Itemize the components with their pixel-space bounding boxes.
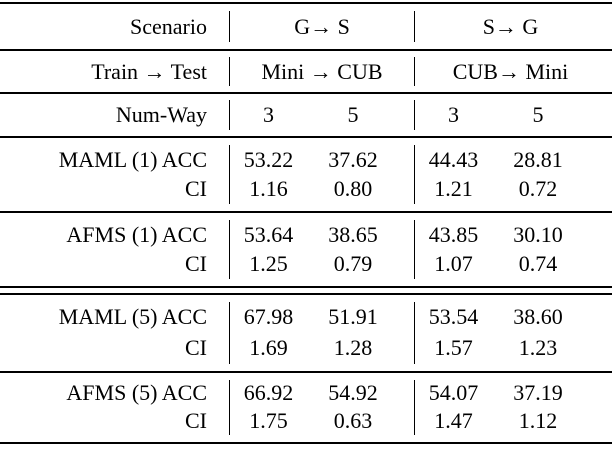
acc-value: 38.65 — [328, 221, 378, 247]
acc-value: 28.81 — [513, 146, 563, 172]
mid-rule — [0, 92, 612, 94]
num-way-value: 5 — [347, 102, 359, 127]
ci-value: 1.75 — [229, 407, 307, 435]
result-block-maml-1: MAML (1) ACC 53.22 37.62 44.43 28.81 CI … — [0, 138, 612, 211]
acc-value: 38.60 — [513, 304, 563, 329]
acc-value: 53.22 — [229, 145, 307, 175]
acc-value: 54.92 — [328, 380, 378, 406]
mid-rule — [0, 136, 612, 138]
row-label-ci: CI — [185, 335, 207, 360]
acc-value: 44.43 — [414, 145, 492, 175]
num-way-value: 5 — [532, 102, 544, 127]
row-label-ci: CI — [185, 407, 207, 433]
row-label-acc: AFMS (5) ACC — [66, 380, 207, 406]
result-block-maml-5: MAML (5) ACC 67.98 51.91 53.54 38.60 CI … — [0, 295, 612, 371]
train-test-row: Train → Test Mini → CUB CUB→ Mini — [0, 51, 612, 92]
row-label-acc: AFMS (1) ACC — [66, 221, 207, 247]
acc-value: 53.54 — [414, 301, 492, 333]
row-label-acc: MAML (5) ACC — [58, 304, 207, 329]
ci-value: 1.12 — [518, 407, 558, 433]
mid-rule — [0, 49, 612, 51]
acc-value: 37.62 — [328, 146, 378, 172]
ci-value: 1.57 — [414, 332, 492, 364]
row-label-ci: CI — [185, 176, 207, 202]
num-way-value: 3 — [414, 100, 492, 130]
ci-value: 0.63 — [333, 407, 373, 433]
scenario-group-g-to-s: G→ S — [229, 11, 414, 42]
num-way-row: Num-Way 3 5 3 5 — [0, 94, 612, 136]
result-block-afms-1: AFMS (1) ACC 53.64 38.65 43.85 30.10 CI … — [0, 213, 612, 286]
acc-value: 30.10 — [513, 221, 563, 247]
top-rule — [0, 2, 612, 4]
ci-value: 0.79 — [333, 251, 373, 277]
train-test-row-label: Train → Test — [91, 58, 207, 84]
result-block-afms-5: AFMS (5) ACC 66.92 54.92 54.07 37.19 CI … — [0, 373, 612, 442]
ci-value: 0.74 — [518, 251, 558, 277]
num-way-row-label: Num-Way — [115, 102, 207, 127]
row-label-ci: CI — [185, 251, 207, 277]
mid-rule — [0, 370, 612, 373]
scenario-row-label: Scenario — [130, 13, 207, 39]
scenario-group-s-to-g: S→ G — [414, 11, 612, 42]
acc-value: 66.92 — [229, 379, 307, 407]
row-label-acc: MAML (1) ACC — [58, 146, 207, 172]
ci-value: 0.72 — [518, 176, 558, 202]
ci-value: 1.16 — [229, 174, 307, 204]
acc-value: 37.19 — [513, 380, 563, 406]
acc-value: 54.07 — [414, 379, 492, 407]
bottom-rule — [0, 441, 612, 444]
num-way-value: 3 — [229, 100, 307, 130]
acc-value: 43.85 — [414, 220, 492, 250]
ci-value: 1.28 — [333, 335, 373, 360]
ci-value: 0.80 — [333, 176, 373, 202]
ci-value: 1.25 — [229, 249, 307, 279]
acc-value: 51.91 — [328, 304, 378, 329]
ci-value: 1.07 — [414, 249, 492, 279]
scenario-row: Scenario G→ S S→ G — [0, 4, 612, 49]
ci-value: 1.23 — [518, 335, 558, 360]
train-test-group-cub-to-mini: CUB→ Mini — [414, 57, 612, 86]
mid-rule — [0, 211, 612, 213]
ci-value: 1.21 — [414, 174, 492, 204]
ci-value: 1.47 — [414, 407, 492, 435]
ci-value: 1.69 — [229, 332, 307, 364]
double-rule — [0, 286, 612, 295]
acc-value: 67.98 — [229, 301, 307, 333]
train-test-group-mini-to-cub: Mini → CUB — [229, 57, 414, 86]
acc-value: 53.64 — [229, 220, 307, 250]
